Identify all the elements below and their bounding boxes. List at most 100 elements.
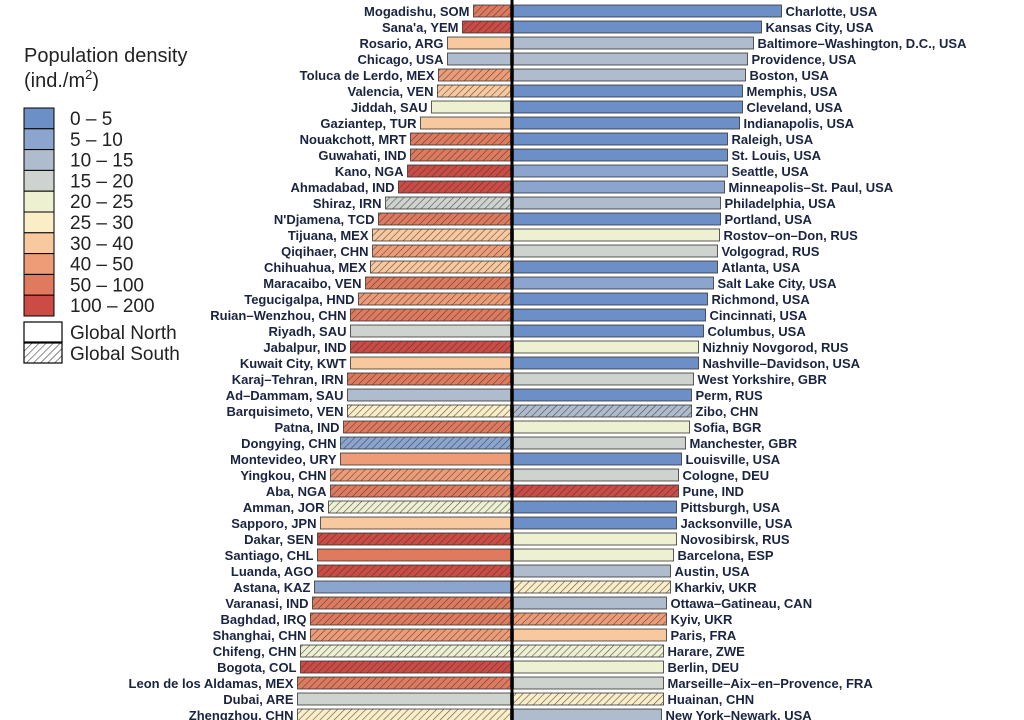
right-bar-paris-fra <box>513 628 667 642</box>
legend-swatch-40-50 <box>23 253 55 275</box>
left-label-barquisimeto-ven: Barquisimeto, VEN <box>226 404 343 419</box>
left-bar-baghdad-irq-hatch <box>310 613 511 625</box>
right-bar-nizhniy-novgorod-rus <box>513 340 699 354</box>
left-bar-bogota-col-hatch <box>300 661 511 673</box>
right-label-new-york-newark-usa: New York–Newark, USA <box>666 708 813 720</box>
right-label-berlin-deu: Berlin, DEU <box>668 660 740 675</box>
left-label-shanghai-chn: Shanghai, CHN <box>213 628 307 643</box>
left-label-aba-nga: Aba, NGA <box>266 484 327 499</box>
left-bar-amman-jor-hatch <box>328 501 511 513</box>
right-bar-baltimore-washington-d-c-usa <box>513 36 754 50</box>
left-bar-n-djamena-tcd-hatch <box>378 213 511 225</box>
right-bar-pune-ind-hatch <box>513 485 679 497</box>
right-label-louisville-usa: Louisville, USA <box>686 452 781 467</box>
right-label-kansas-city-usa: Kansas City, USA <box>766 20 875 35</box>
right-label-barcelona-esp: Barcelona, ESP <box>678 548 774 563</box>
right-label-volgograd-rus: Volgograd, RUS <box>722 244 820 259</box>
left-bar-riyadh-sau <box>350 324 511 338</box>
right-bar-volgograd-rus <box>513 244 718 258</box>
left-bar-ruian-wenzhou-chn-hatch <box>350 309 511 321</box>
left-bar-leon-de-los-aldamas-mex-hatch <box>297 677 511 689</box>
left-label-dongying-chn: Dongying, CHN <box>241 436 336 451</box>
right-label-sofia-bgr: Sofia, BGR <box>694 420 763 435</box>
right-bar-sofia-bgr <box>513 420 690 434</box>
left-bar-santiago-chl <box>317 548 511 562</box>
left-bar-shiraz-irn-hatch <box>385 197 511 209</box>
right-bar-west-yorkshire-gbr <box>513 372 694 386</box>
left-label-n-djamena-tcd: N'Djamena, TCD <box>274 212 375 227</box>
right-label-austin-usa: Austin, USA <box>675 564 751 579</box>
left-bar-jiddah-sau <box>431 100 511 114</box>
right-bar-barcelona-esp <box>513 548 674 562</box>
right-bar-charlotte-usa <box>513 4 782 18</box>
left-bar-yingkou-chn-hatch <box>330 469 511 481</box>
left-label-bogota-col: Bogota, COL <box>217 660 296 675</box>
right-bar-nashville-davidson-usa <box>513 356 699 370</box>
right-bar-raleigh-usa <box>513 132 728 146</box>
legend-bin-label-50-100: 50 – 100 <box>70 275 144 296</box>
left-bar-aba-nga-hatch <box>330 485 511 497</box>
right-bar-st-louis-usa <box>513 148 728 162</box>
legend-bin-label-100-200: 100 – 200 <box>70 296 155 317</box>
left-bars-group <box>297 4 511 720</box>
left-bar-tijuana-mex-hatch <box>372 229 511 241</box>
right-label-paris-fra: Paris, FRA <box>671 628 737 643</box>
left-label-chicago-usa: Chicago, USA <box>358 52 445 67</box>
left-label-sana-a-yem: Sana'a, YEM <box>382 20 459 35</box>
left-bar-jabalpur-ind-hatch <box>350 341 511 353</box>
right-bar-new-york-newark-usa <box>513 708 662 720</box>
left-label-rosario-arg: Rosario, ARG <box>359 36 443 51</box>
right-bar-boston-usa <box>513 68 746 82</box>
right-label-salt-lake-city-usa: Salt Lake City, USA <box>718 276 838 291</box>
left-label-gaziantep-tur: Gaziantep, TUR <box>320 116 417 131</box>
left-bar-qiqihaer-chn-hatch <box>372 245 511 257</box>
right-label-kyiv-ukr: Kyiv, UKR <box>671 612 733 627</box>
right-bar-richmond-usa <box>513 292 708 306</box>
left-bar-shanghai-chn-hatch <box>310 629 511 641</box>
right-label-manchester-gbr: Manchester, GBR <box>690 436 798 451</box>
left-label-santiago-chl: Santiago, CHL <box>225 548 314 563</box>
right-bar-atlanta-usa <box>513 260 718 274</box>
left-label-tegucigalpa-hnd: Tegucigalpa, HND <box>244 292 354 307</box>
left-label-maracaibo-ven: Maracaibo, VEN <box>263 276 361 291</box>
left-label-zhengzhou-chn: Zhengzhou, CHN <box>189 708 294 720</box>
left-label-ruian-wenzhou-chn: Ruian–Wenzhou, CHN <box>210 308 346 323</box>
right-label-cologne-deu: Cologne, DEU <box>683 468 770 483</box>
legend-bin-label-30-40: 30 – 40 <box>70 234 133 255</box>
right-label-harare-zwe: Harare, ZWE <box>668 644 746 659</box>
left-bar-chifeng-chn-hatch <box>300 645 511 657</box>
right-bars-group <box>513 4 782 720</box>
right-bar-ottawa-gatineau-can <box>513 596 667 610</box>
legend-swatch-30-40 <box>23 232 55 255</box>
right-bar-perm-rus <box>513 388 692 402</box>
right-bar-austin-usa <box>513 564 671 578</box>
left-bar-nouakchott-mrt-hatch <box>410 133 511 145</box>
legend: Population density (ind./m2) 0 – 55 – 10… <box>23 45 187 365</box>
left-bar-astana-kaz <box>314 580 511 594</box>
right-label-cincinnati-usa: Cincinnati, USA <box>710 308 808 323</box>
left-label-dakar-sen: Dakar, SEN <box>244 532 313 547</box>
legend-global-north-label: Global North <box>70 323 177 344</box>
left-bar-maracaibo-ven-hatch <box>365 277 511 289</box>
right-bar-marseille-aix-en-provence-fra <box>513 676 664 690</box>
right-label-cleveland-usa: Cleveland, USA <box>747 100 844 115</box>
left-bar-chihuahua-mex-hatch <box>370 261 511 273</box>
right-bar-minneapolis-st-paul-usa <box>513 180 725 194</box>
left-bar-kano-nga-hatch <box>407 165 511 177</box>
left-label-chihuahua-mex: Chihuahua, MEX <box>264 260 367 275</box>
right-label-memphis-usa: Memphis, USA <box>747 84 839 99</box>
right-bar-zibo-chn-hatch <box>513 405 692 417</box>
left-label-nouakchott-mrt: Nouakchott, MRT <box>300 132 407 147</box>
left-bar-ahmadabad-ind-hatch <box>398 181 511 193</box>
left-bar-montevideo-ury <box>340 452 511 466</box>
right-label-atlanta-usa: Atlanta, USA <box>722 260 801 275</box>
right-label-pune-ind: Pune, IND <box>683 484 744 499</box>
right-label-huainan-chn: Huainan, CHN <box>668 692 755 707</box>
right-label-seattle-usa: Seattle, USA <box>732 164 810 179</box>
left-bar-mogadishu-som-hatch <box>473 5 511 17</box>
right-bar-memphis-usa <box>513 84 743 98</box>
right-bar-pittsburgh-usa <box>513 500 677 514</box>
left-label-qiqihaer-chn: Qiqihaer, CHN <box>281 244 368 259</box>
legend-global-south-label: Global South <box>70 344 180 365</box>
